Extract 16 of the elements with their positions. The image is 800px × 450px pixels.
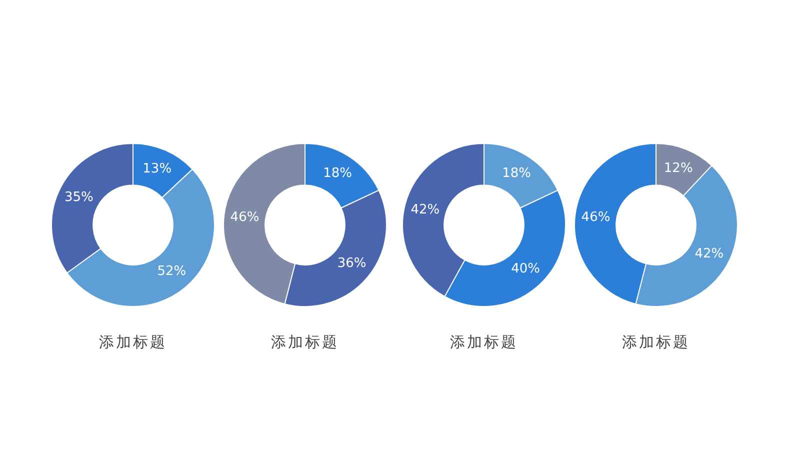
data-label: 12% <box>664 160 693 176</box>
text: 添加标题 <box>621 333 691 352</box>
data-label: 46% <box>581 210 610 225</box>
data-label: 18% <box>502 166 531 182</box>
data-label: 35% <box>64 190 94 205</box>
data-label: 18% <box>323 166 352 182</box>
text: 添加标题 <box>449 333 519 352</box>
data-label: 52% <box>157 264 186 280</box>
text: 添加标题 <box>98 333 168 352</box>
data-label: 13% <box>142 162 172 177</box>
data-label: 42% <box>410 202 440 218</box>
data-label: 42% <box>694 246 724 262</box>
text: 添加标题 <box>270 333 340 352</box>
data-label: 36% <box>337 256 366 272</box>
data-label: 40% <box>511 262 540 277</box>
data-label: 46% <box>230 210 260 225</box>
